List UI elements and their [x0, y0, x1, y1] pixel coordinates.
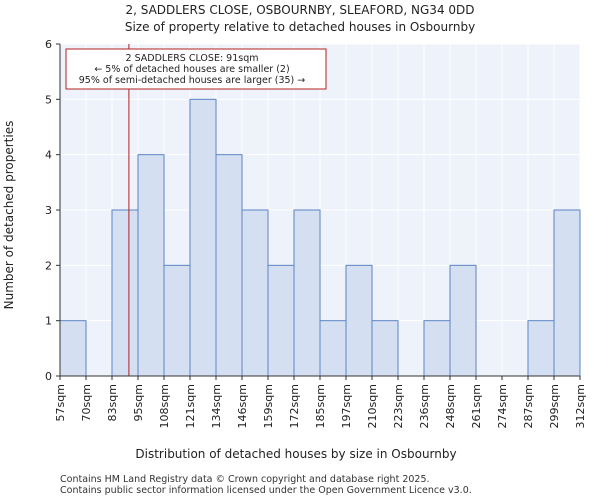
- y-tick-label: 2: [45, 259, 52, 272]
- y-tick-label: 5: [45, 93, 52, 106]
- bar-159sqm: [267, 264, 295, 377]
- x-tick-label: 134sqm: [210, 384, 223, 428]
- y-tick-label: 1: [45, 315, 52, 328]
- x-tick-label: 312sqm: [574, 384, 587, 428]
- bar-299sqm: [553, 209, 581, 377]
- bar-108sqm: [163, 264, 191, 377]
- x-tick-label: 210sqm: [366, 384, 379, 428]
- bar-197sqm: [345, 264, 373, 377]
- bar-185sqm: [319, 320, 347, 377]
- x-tick-label: 248sqm: [444, 384, 457, 428]
- bar-210sqm: [371, 320, 399, 377]
- bar-134sqm: [215, 154, 243, 377]
- x-tick-label: 197sqm: [340, 384, 353, 428]
- x-tick-label: 299sqm: [548, 384, 561, 428]
- x-tick-label: 83sqm: [106, 384, 119, 421]
- bar-57sqm: [59, 320, 87, 377]
- x-tick-label: 236sqm: [418, 384, 431, 428]
- x-tick-label: 121sqm: [184, 384, 197, 428]
- x-tick-label: 185sqm: [314, 384, 327, 428]
- bar-236sqm: [423, 320, 451, 377]
- x-axis-label: Distribution of detached houses by size …: [135, 447, 456, 461]
- x-tick-label: 108sqm: [158, 384, 171, 428]
- y-tick-label: 4: [45, 149, 52, 162]
- bar-146sqm: [241, 209, 269, 377]
- x-tick-label: 223sqm: [392, 384, 405, 428]
- annotation-line1: 2 SADDLERS CLOSE: 91sqm: [126, 53, 259, 64]
- chart-title-line2: Size of property relative to detached ho…: [125, 20, 475, 34]
- x-tick-label: 70sqm: [80, 384, 93, 421]
- y-tick-label: 0: [45, 370, 52, 383]
- bar-172sqm: [293, 209, 321, 377]
- chart-title-line1: 2, SADDLERS CLOSE, OSBOURNBY, SLEAFORD, …: [125, 3, 474, 17]
- x-tick-label: 261sqm: [470, 384, 483, 428]
- annotation-line3: 95% of semi-detached houses are larger (…: [79, 75, 306, 86]
- x-tick-label: 159sqm: [262, 384, 275, 428]
- annotation-line2: ← 5% of detached houses are smaller (2): [94, 64, 289, 75]
- annotation-box: 2 SADDLERS CLOSE: 91sqm ← 5% of detached…: [65, 48, 327, 90]
- x-tick-label: 274sqm: [496, 384, 509, 428]
- x-tick-label: 146sqm: [236, 384, 249, 428]
- bar-287sqm: [527, 320, 555, 377]
- bar-248sqm: [449, 264, 477, 377]
- x-tick-label: 57sqm: [54, 384, 67, 421]
- footer-line1: Contains HM Land Registry data © Crown c…: [60, 474, 430, 485]
- y-tick-label: 3: [45, 204, 52, 217]
- bar-95sqm: [137, 154, 165, 377]
- bars: [59, 98, 581, 377]
- bar-121sqm: [189, 98, 217, 377]
- x-tick-label: 287sqm: [522, 384, 535, 428]
- x-tick-label: 95sqm: [132, 384, 145, 421]
- x-tick-labels: 57sqm 70sqm 83sqm 95sqm 108sqm 121sqm 134sqm 14…: [54, 376, 587, 428]
- y-axis-label: Number of detached properties: [2, 121, 16, 310]
- y-tick-labels: 0 1 2 3 4 5 6: [45, 38, 60, 383]
- bar-83sqm: [111, 209, 139, 377]
- footer-line2: Contains public sector information licen…: [60, 485, 472, 496]
- y-tick-label: 6: [45, 38, 52, 51]
- x-tick-label: 172sqm: [288, 384, 301, 428]
